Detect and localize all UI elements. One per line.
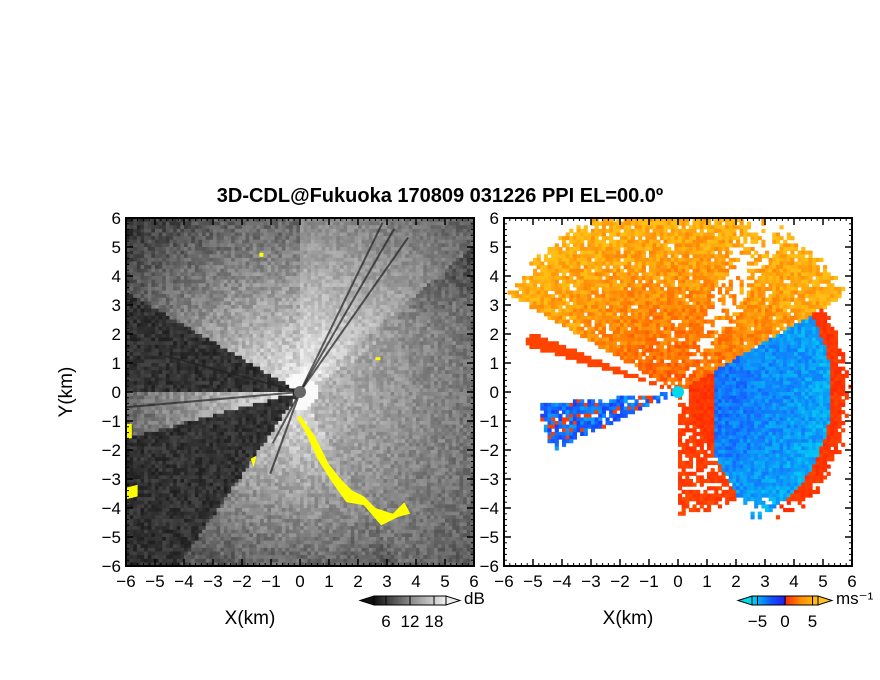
- y-tick-label: 3: [112, 296, 121, 315]
- y-tick-label: 2: [112, 325, 121, 344]
- y-tick-label: 4: [112, 267, 121, 286]
- y-tick-label: 5: [490, 238, 499, 257]
- y-tick-label: 3: [490, 296, 499, 315]
- x-tick-label: 2: [353, 572, 362, 591]
- y-tick-label: −3: [480, 470, 499, 489]
- chart-title: 3D-CDL@Fukuoka 170809 031226 PPI EL=00.0…: [216, 185, 664, 207]
- x-tick-label: −5: [145, 572, 164, 591]
- x-tick-label: −5: [523, 572, 542, 591]
- y-tick-label: −1: [102, 412, 121, 431]
- x-tick-label: −4: [552, 572, 571, 591]
- x-tick-label: −6: [494, 572, 513, 591]
- y-tick-label: −6: [480, 557, 499, 576]
- colorbar-tick-label: 18: [425, 612, 444, 631]
- colorbar-tick-label: 6: [381, 612, 390, 631]
- y-tick-label: 5: [112, 238, 121, 257]
- x-tick-label: −1: [261, 572, 280, 591]
- colorbar-snr: 6 12 18 dB: [358, 589, 485, 631]
- y-tick-label: 1: [112, 354, 121, 373]
- colorbar-unit: dB: [464, 589, 485, 608]
- x-tick-label: −3: [203, 572, 222, 591]
- y-tick-label: −5: [102, 528, 121, 547]
- y-tick-label: 1: [490, 354, 499, 373]
- y-tick-label: −4: [102, 499, 121, 518]
- x-tick-label: −4: [174, 572, 193, 591]
- y-tick-label: −4: [480, 499, 499, 518]
- y-tick-label: 0: [490, 383, 499, 402]
- x-tick-label: 3: [760, 572, 769, 591]
- y-tick-label: 6: [490, 209, 499, 228]
- x-tick-label: −3: [581, 572, 600, 591]
- x-tick-label: 0: [673, 572, 682, 591]
- x-tick-label: 1: [324, 572, 333, 591]
- colorbar-unit: ms⁻¹: [836, 589, 874, 608]
- y-tick-label: −1: [480, 412, 499, 431]
- x-tick-label: 4: [411, 572, 420, 591]
- colorbar-velocity: −5 0 5 ms⁻¹: [736, 589, 874, 631]
- x-tick-label: 6: [847, 572, 856, 591]
- velocity-image: [507, 218, 853, 520]
- x-tick-label: −2: [610, 572, 629, 591]
- colorbar-tick-label: 5: [808, 612, 817, 631]
- y-tick-label: 2: [490, 325, 499, 344]
- x-tick-label: −2: [232, 572, 251, 591]
- y-tick-label: −2: [480, 441, 499, 460]
- y-tick-label: −5: [480, 528, 499, 547]
- x-tick-label: −6: [116, 572, 135, 591]
- y-tick-label: 6: [112, 209, 121, 228]
- x-tick-label: 4: [789, 572, 798, 591]
- x-tick-label: 5: [818, 572, 827, 591]
- radar-center: [294, 386, 306, 398]
- y-tick-label: −2: [102, 441, 121, 460]
- y-tick-label: 0: [112, 383, 121, 402]
- colorbar-tick-label: 0: [780, 612, 789, 631]
- colorbar-tick-label: −5: [748, 612, 767, 631]
- y-tick-label: −3: [102, 470, 121, 489]
- x-tick-label: 2: [731, 572, 740, 591]
- snr-yellow-regions: [126, 252, 411, 526]
- panel-right-axes: −6 −5 −4 −3 −2 −1 0 1 2 3 4 5 6 6 5 4 3 2 1 0 −1 −2 −3 −4 −5 −6 X(…: [480, 209, 857, 629]
- y-tick-label: 4: [490, 267, 499, 286]
- radar-center: [672, 386, 684, 398]
- x-tick-label: 1: [702, 572, 711, 591]
- x-tick-label: −1: [639, 572, 658, 591]
- x-axis-label: X(km): [225, 608, 276, 629]
- colorbar-tick-label: 12: [401, 612, 420, 631]
- x-tick-label: 3: [382, 572, 391, 591]
- panel-left-axes: −6 −5 −4 −3 −2 −1 0 1 2 3 4 5 66543210−1−2−3−4−5−6X(…: [56, 209, 479, 629]
- snr-image: [126, 218, 475, 567]
- x-tick-label: 0: [295, 572, 304, 591]
- y-axis-label: Y(km): [56, 367, 77, 418]
- y-tick-label: −6: [102, 557, 121, 576]
- x-tick-label: 5: [440, 572, 449, 591]
- x-axis-label: X(km): [603, 608, 654, 629]
- x-tick-label: 6: [469, 572, 478, 591]
